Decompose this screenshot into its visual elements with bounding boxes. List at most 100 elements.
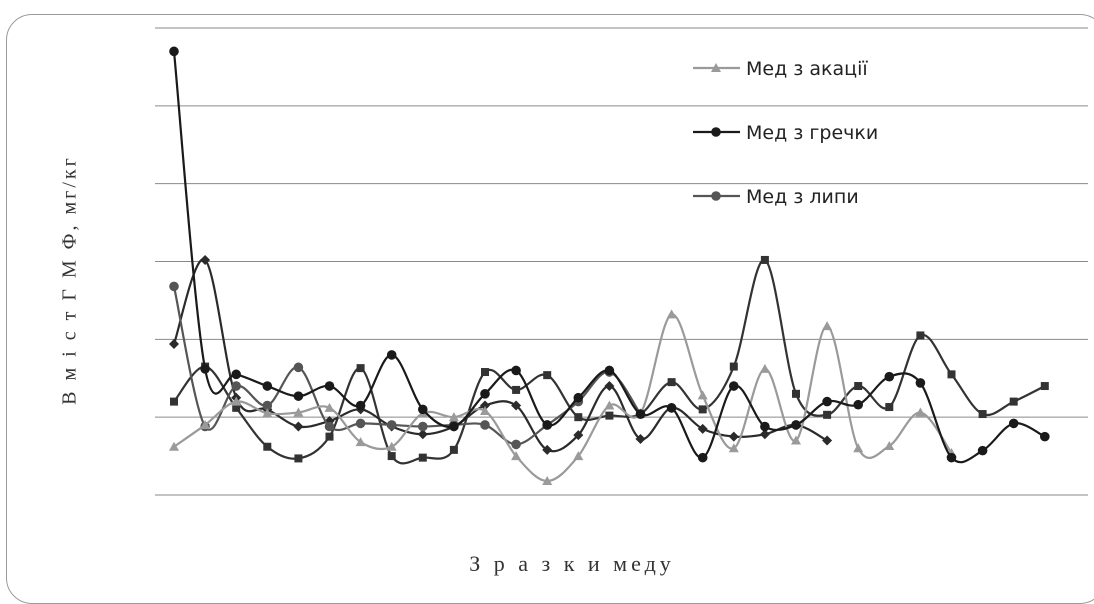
data-point: [231, 396, 242, 406]
data-point: [293, 391, 304, 401]
data-point: [325, 432, 334, 441]
data-point: [262, 408, 273, 418]
data-point: [947, 370, 956, 379]
y-axis-label: В м і с т Г М Ф, мг/кг: [58, 155, 81, 405]
legend-label: Мед з гречки: [746, 122, 878, 144]
legend-label: Мед з акації: [746, 58, 868, 80]
data-point: [449, 445, 458, 454]
data-point: [728, 443, 739, 453]
data-point: [231, 369, 241, 380]
data-point: [604, 400, 615, 410]
data-point: [170, 397, 178, 406]
data-point: [667, 378, 676, 387]
data-point: [759, 363, 770, 373]
data-point: [449, 421, 459, 432]
data-point: [759, 429, 770, 440]
legend-entry: Мед з гречки: [693, 122, 878, 144]
data-point: [231, 381, 241, 391]
data-point: [823, 410, 832, 419]
data-point: [418, 453, 427, 462]
data-point: [200, 364, 210, 374]
data-point: [573, 451, 584, 461]
legend: Мед з акації Мед з гречки Мед з липи: [693, 58, 878, 208]
series-3: [169, 281, 646, 450]
data-point: [480, 389, 490, 399]
data-point: [294, 454, 303, 463]
data-point: [1009, 397, 1018, 406]
data-point: [822, 396, 832, 407]
data-point: [792, 389, 800, 398]
legend-entry: Мед з акації: [693, 58, 868, 80]
data-point: [915, 378, 926, 388]
legend-marker: [711, 63, 721, 72]
data-point: [978, 410, 987, 419]
legend-marker: [711, 127, 721, 137]
data-point: [853, 399, 863, 410]
data-point: [884, 371, 895, 382]
data-point: [697, 390, 708, 400]
data-point: [791, 420, 801, 430]
series-line: [172, 286, 642, 446]
data-point: [853, 443, 864, 453]
data-point: [635, 433, 646, 444]
data-point: [324, 381, 335, 391]
data-point: [232, 403, 241, 412]
data-point: [480, 400, 490, 411]
data-point: [293, 362, 304, 373]
data-point: [542, 444, 553, 455]
data-point: [356, 364, 365, 373]
data-point: [635, 409, 646, 419]
data-point: [480, 420, 490, 430]
data-point: [386, 441, 397, 451]
data-point: [573, 392, 584, 403]
data-point: [666, 309, 677, 319]
data-point: [418, 421, 428, 432]
data-point: [604, 381, 615, 392]
data-point: [169, 339, 179, 350]
data-point: [512, 385, 521, 394]
series-4: [170, 255, 1049, 465]
data-point: [324, 402, 335, 412]
data-point: [355, 400, 366, 411]
line-chart: Мед з акації Мед з гречки Мед з липи: [155, 27, 1088, 496]
data-point: [418, 404, 428, 415]
data-point: [262, 400, 273, 411]
data-point: [355, 437, 366, 447]
data-point: [417, 429, 428, 440]
data-point: [697, 423, 708, 434]
data-point: [355, 418, 366, 429]
data-point: [760, 421, 770, 432]
data-point: [386, 420, 397, 430]
data-point: [542, 475, 553, 485]
data-point: [729, 362, 738, 371]
data-point: [386, 350, 397, 360]
data-point: [511, 439, 521, 450]
data-point: [729, 381, 739, 391]
data-point: [387, 452, 396, 461]
data-point: [263, 442, 272, 451]
data-point: [262, 381, 273, 391]
data-point: [543, 371, 552, 380]
data-point: [698, 405, 707, 414]
series-line: [172, 258, 828, 453]
data-point: [293, 407, 304, 417]
series-layer: [169, 46, 1050, 485]
data-point: [511, 365, 521, 376]
series-2: [169, 46, 1050, 464]
data-point: [169, 281, 179, 292]
data-point: [1008, 418, 1019, 429]
data-point: [169, 441, 179, 451]
series-line: [173, 258, 1046, 465]
series-5: [169, 254, 833, 455]
legend-entry: Мед з липи: [693, 186, 859, 208]
data-point: [728, 431, 739, 442]
data-point: [200, 254, 211, 265]
data-point: [915, 407, 926, 417]
data-point: [542, 420, 552, 430]
data-point: [884, 440, 895, 450]
data-point: [822, 435, 833, 446]
data-point: [481, 368, 489, 377]
data-point: [574, 413, 583, 422]
data-point: [511, 400, 522, 411]
series-1: [169, 309, 957, 485]
